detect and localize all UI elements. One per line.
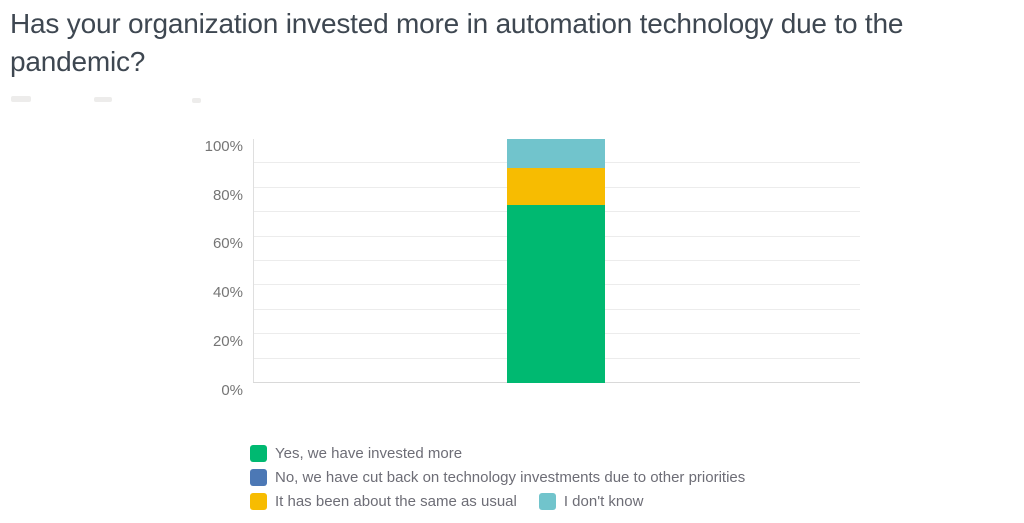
bar-segment-about-the-same <box>507 168 605 205</box>
y-axis-tick-20: 20% <box>212 333 243 350</box>
stacked-bar <box>507 139 605 383</box>
legend-item-dont-know: I don't know <box>538 493 644 510</box>
legend-swatch-teal-icon <box>538 493 556 510</box>
legend-label: No, we have cut back on technology inves… <box>275 469 746 486</box>
legend-row-2: No, we have cut back on technology inves… <box>250 469 745 486</box>
page-title-line-2: pandemic? <box>10 46 146 77</box>
plot-area <box>253 139 860 383</box>
bar-segment-dont-know <box>507 139 605 169</box>
y-axis-tick-100: 100% <box>204 138 243 155</box>
legend-item-yes-invested-more: Yes, we have invested more <box>250 445 462 462</box>
legend-row-1: Yes, we have invested more <box>250 445 745 462</box>
y-axis-tick-40: 40% <box>212 284 243 301</box>
legend-swatch-blue-icon <box>250 469 267 486</box>
legend-label: It has been about the same as usual <box>275 493 517 510</box>
y-axis-tick-0: 0% <box>221 382 243 399</box>
y-axis-tick-80: 80% <box>212 187 243 204</box>
page-title-line-1: Has your organization invested more in a… <box>10 8 904 39</box>
faint-subtitle-remnant <box>94 97 112 102</box>
faint-subtitle-remnant <box>192 98 201 103</box>
y-axis-tick-60: 60% <box>212 235 243 252</box>
page-title: Has your organization invested more in a… <box>10 5 1018 81</box>
legend-label: Yes, we have invested more <box>275 445 463 462</box>
legend-item-no-cut-back: No, we have cut back on technology inves… <box>250 469 745 486</box>
legend-swatch-green-icon <box>250 445 267 462</box>
y-axis-line <box>253 139 254 383</box>
chart-legend: Yes, we have invested more No, we have c… <box>250 445 745 517</box>
legend-item-about-the-same: It has been about the same as usual <box>250 493 517 510</box>
legend-label: I don't know <box>563 493 644 510</box>
faint-subtitle-remnant <box>11 96 31 102</box>
legend-swatch-yellow-icon <box>250 493 267 510</box>
legend-row-3: It has been about the same as usual I do… <box>250 493 745 510</box>
bar-segment-yes-invested-more <box>507 204 605 383</box>
